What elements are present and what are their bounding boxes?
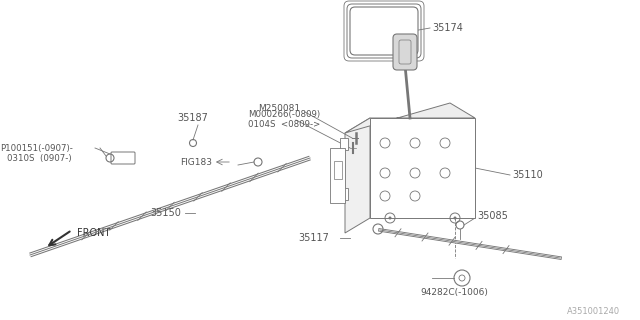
Polygon shape: [345, 118, 370, 233]
Bar: [340, 138, 348, 150]
Text: 35110: 35110: [512, 170, 543, 180]
Text: FIG183: FIG183: [180, 157, 212, 166]
FancyBboxPatch shape: [347, 4, 421, 58]
Text: 0310S  (0907-): 0310S (0907-): [7, 154, 72, 163]
Text: P100151(-0907)-: P100151(-0907)-: [0, 143, 73, 153]
FancyBboxPatch shape: [350, 7, 418, 55]
Text: 35085: 35085: [477, 211, 508, 221]
FancyBboxPatch shape: [393, 34, 417, 70]
Text: FRONT: FRONT: [77, 228, 110, 238]
Text: 35174: 35174: [432, 23, 463, 33]
Text: 0104S  <0809->: 0104S <0809->: [248, 119, 320, 129]
Text: 94282C(-1006): 94282C(-1006): [420, 289, 488, 298]
Bar: [370, 118, 475, 218]
Bar: [330, 148, 345, 203]
Text: M250081: M250081: [258, 103, 300, 113]
Circle shape: [454, 217, 456, 220]
Text: 35150: 35150: [150, 208, 181, 218]
FancyBboxPatch shape: [344, 1, 424, 61]
Text: M000266(-0809): M000266(-0809): [248, 109, 320, 118]
FancyBboxPatch shape: [111, 152, 135, 164]
Bar: [340, 188, 348, 200]
Text: 35117: 35117: [298, 233, 329, 243]
Text: 35187: 35187: [177, 113, 208, 123]
Circle shape: [388, 217, 392, 220]
Text: A351001240: A351001240: [567, 308, 620, 316]
Polygon shape: [345, 103, 475, 133]
Bar: [334, 161, 342, 179]
